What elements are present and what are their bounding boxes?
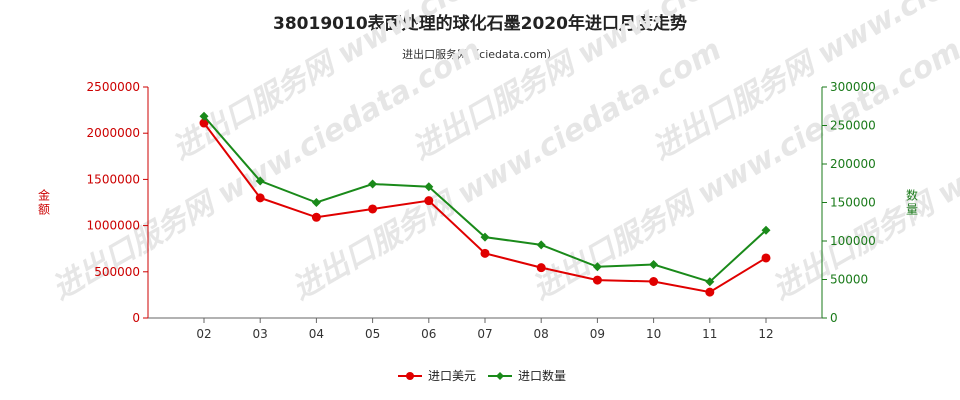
x-tick-label-4: 06 xyxy=(421,327,436,341)
legend-marker-1 xyxy=(496,372,504,380)
series-0-point-9 xyxy=(705,287,715,297)
series-0-point-8 xyxy=(649,277,659,287)
right-tick-label-5: 250000 xyxy=(830,119,876,133)
left-tick-label-2: 1000000 xyxy=(87,219,140,233)
x-tick-label-6: 08 xyxy=(534,327,549,341)
x-tick-label-7: 09 xyxy=(590,327,605,341)
x-tick-label-1: 03 xyxy=(253,327,268,341)
series-0-point-7 xyxy=(592,275,602,285)
series-1-point-9 xyxy=(705,277,715,287)
legend-label-1: 进口数量 xyxy=(518,368,566,383)
left-axis-label: 金额 xyxy=(38,188,50,217)
series-1-point-6 xyxy=(536,240,546,250)
right-tick-label-6: 300000 xyxy=(830,80,876,94)
left-tick-label-1: 500000 xyxy=(94,265,140,279)
right-tick-label-3: 150000 xyxy=(830,196,876,210)
series-1-point-4 xyxy=(424,182,434,192)
series-0-point-1 xyxy=(255,193,265,203)
left-tick-label-5: 2500000 xyxy=(87,80,140,94)
series-1-point-2 xyxy=(311,198,321,207)
chart-subtitle: 进出口服务网（ciedata.com） xyxy=(402,48,558,61)
left-tick-label-4: 2000000 xyxy=(87,126,140,140)
right-axis-label: 数量 xyxy=(906,188,918,217)
series-0-point-0 xyxy=(199,118,209,128)
series-0-point-5 xyxy=(480,248,490,258)
series-1-point-5 xyxy=(480,232,490,242)
series-1-point-10 xyxy=(761,225,771,235)
x-tick-label-2: 04 xyxy=(309,327,324,341)
x-tick-label-3: 05 xyxy=(365,327,380,341)
series-1-point-1 xyxy=(255,176,265,186)
left-tick-label-0: 0 xyxy=(132,311,140,325)
series-0-point-3 xyxy=(368,204,378,214)
series-0-point-4 xyxy=(424,196,434,206)
left-tick-label-3: 1500000 xyxy=(87,172,140,186)
right-tick-label-4: 200000 xyxy=(830,157,876,171)
x-tick-label-0: 02 xyxy=(196,327,211,341)
x-tick-label-8: 10 xyxy=(646,327,661,341)
watermark-text-2: 进出口服务网 www.ciedata.com xyxy=(527,32,960,307)
series-0-point-6 xyxy=(536,263,546,273)
series-0-point-10 xyxy=(761,253,771,263)
x-tick-label-10: 12 xyxy=(758,327,773,341)
right-tick-label-2: 100000 xyxy=(830,234,876,248)
right-tick-label-1: 50000 xyxy=(830,273,868,287)
chart-title: 38019010表面处理的球化石墨2020年进口月度走势 xyxy=(273,14,687,34)
legend-label-0: 进口美元 xyxy=(428,369,476,383)
series-1-point-7 xyxy=(592,262,602,272)
legend-marker-0 xyxy=(406,372,414,380)
series-1-point-0 xyxy=(199,111,209,121)
series-0-point-2 xyxy=(311,212,321,222)
series-1-point-8 xyxy=(649,259,659,269)
right-tick-label-0: 0 xyxy=(830,311,838,325)
x-tick-label-9: 11 xyxy=(702,327,717,341)
watermark-text-1: 进出口服务网 www.ciedata.com xyxy=(287,32,728,307)
series-1-point-3 xyxy=(368,179,378,189)
x-tick-label-5: 07 xyxy=(477,327,492,341)
